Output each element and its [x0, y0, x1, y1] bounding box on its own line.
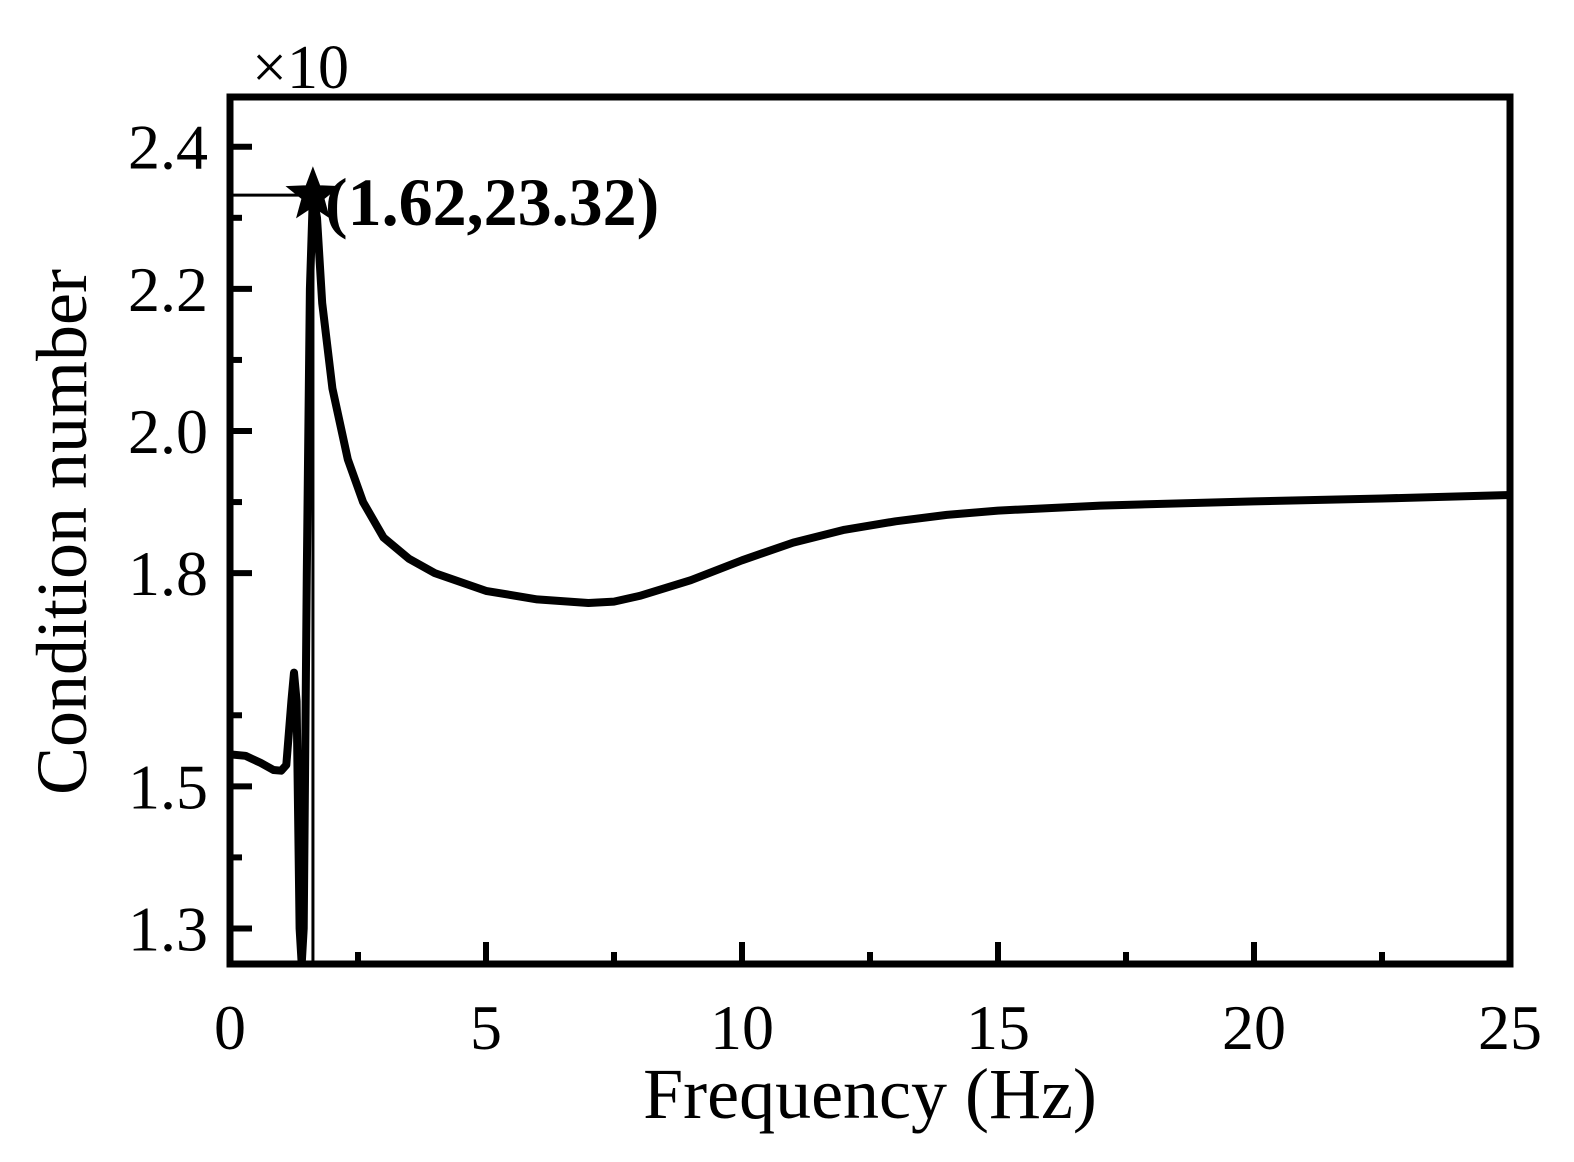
y-tick-label: 1.8 — [128, 538, 208, 609]
x-tick-label: 10 — [710, 992, 774, 1063]
plot-area: 0 5 10 15 20 25 1.3 1.5 1.8 2.0 2.2 2.4 (1.62,23.32) — [128, 93, 1542, 1063]
y-multiplier-label: ×10 — [252, 34, 349, 102]
y-tick-label: 1.3 — [128, 893, 208, 964]
x-tick-label: 0 — [214, 992, 246, 1063]
series-line-0 — [230, 191, 1510, 964]
y-tick-label: 2.0 — [128, 396, 208, 467]
x-axis-title: Frequency (Hz) — [643, 1054, 1097, 1134]
x-tick-label: 25 — [1478, 992, 1542, 1063]
x-tick-label: 5 — [470, 992, 502, 1063]
y-tick-label: 2.2 — [128, 254, 208, 325]
x-tick-label: 20 — [1222, 992, 1286, 1063]
y-tick-label: 1.5 — [128, 751, 208, 822]
annotation-star-marker — [285, 166, 341, 219]
x-tick-label: 15 — [966, 992, 1030, 1063]
annotation-label: (1.62,23.32) — [325, 164, 659, 240]
y-tick-label: 2.4 — [128, 112, 208, 183]
y-axis-title: Condition number — [22, 269, 102, 795]
